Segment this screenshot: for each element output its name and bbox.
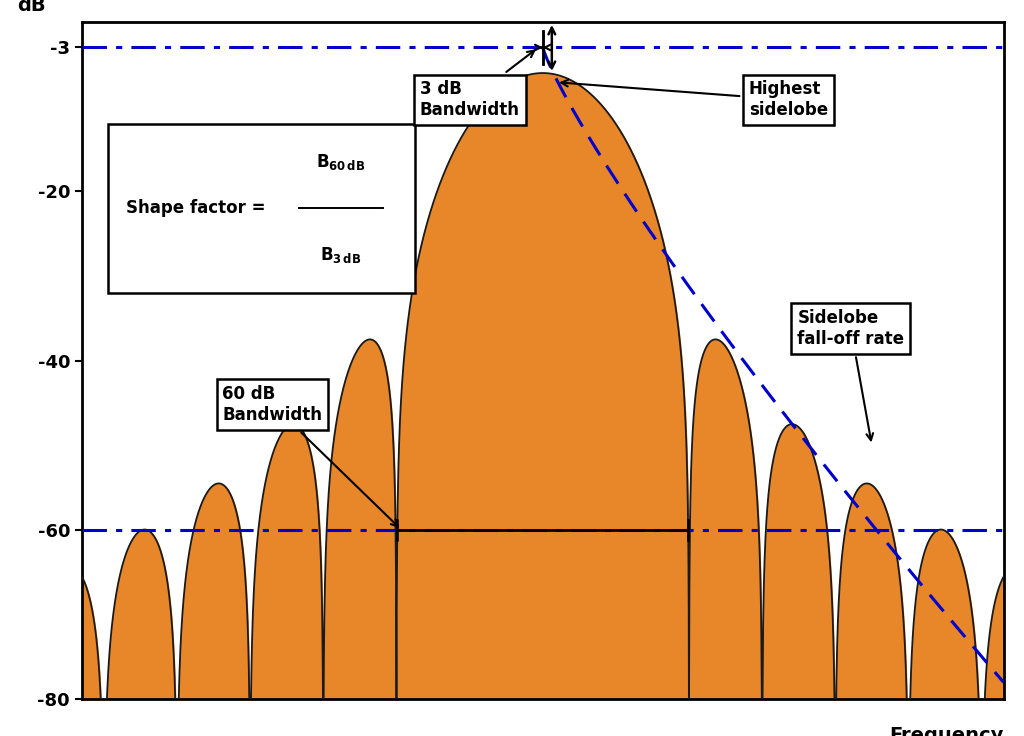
- Text: 60 dB
Bandwidth: 60 dB Bandwidth: [222, 385, 398, 526]
- Text: 3 dB
Bandwidth: 3 dB Bandwidth: [420, 51, 535, 119]
- Text: $\mathbf{B_{60\,dB}}$: $\mathbf{B_{60\,dB}}$: [316, 152, 366, 171]
- Text: Shape factor =: Shape factor =: [126, 199, 271, 217]
- FancyBboxPatch shape: [109, 124, 416, 293]
- Text: $\mathbf{B_{3\,dB}}$: $\mathbf{B_{3\,dB}}$: [321, 245, 361, 265]
- Text: Frequency: Frequency: [889, 726, 1004, 736]
- Text: Highest
sidelobe: Highest sidelobe: [561, 79, 828, 119]
- Text: dB: dB: [17, 0, 46, 15]
- Text: Sidelobe
fall-off rate: Sidelobe fall-off rate: [798, 309, 904, 440]
